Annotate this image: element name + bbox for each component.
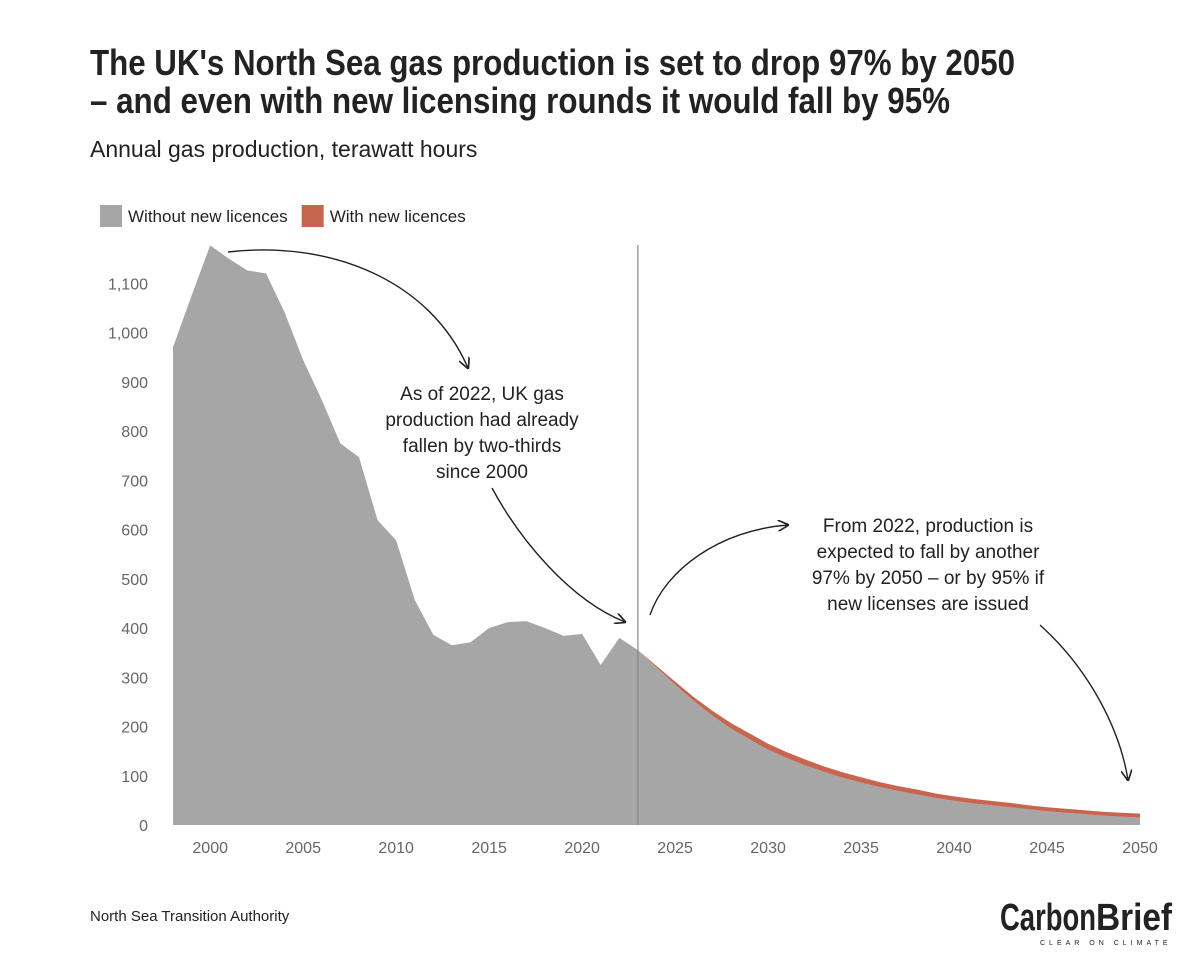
source: North Sea Transition Authority (90, 908, 290, 925)
y-tick-label: 1,000 (108, 326, 148, 343)
x-tick-label: 2020 (564, 840, 600, 857)
chart-title: – and even with new licensing rounds it … (90, 80, 950, 121)
y-tick-label: 1,100 (108, 276, 148, 293)
x-tick-label: 2010 (378, 840, 414, 857)
x-tick-label: 2045 (1029, 840, 1065, 857)
x-tick-label: 2025 (657, 840, 693, 857)
plot: 0 100 200 300 400 500 600 700 800 900 1,000 1,100 20… (108, 245, 1158, 857)
arrows (227, 249, 1128, 780)
y-tick-label: 300 (121, 670, 148, 687)
annotation: From 2022, production is (823, 516, 1033, 537)
arrow (649, 525, 788, 616)
arrow (1039, 624, 1128, 780)
y-tick-label: 700 (121, 473, 148, 490)
x-tick-label: 2050 (1122, 840, 1158, 857)
annotation: since 2000 (436, 462, 528, 483)
y-tick-label: 500 (121, 572, 148, 589)
y-tick-label: 200 (121, 720, 148, 737)
x-tick-label: 2040 (936, 840, 972, 857)
logo: Brief (1096, 897, 1172, 939)
arrow (227, 249, 468, 368)
arrow (491, 487, 625, 622)
x-tick-label: 2015 (471, 840, 507, 857)
legend-label: With new licences (330, 207, 466, 226)
logo: Carbon (1000, 897, 1096, 939)
x-tick-label: 2005 (285, 840, 321, 857)
y-tick-label: 900 (121, 375, 148, 392)
annotation: fallen by two-thirds (403, 436, 561, 457)
legend-swatch (100, 205, 122, 227)
x-tick-label: 2000 (192, 840, 228, 857)
y-tick-label: 400 (121, 621, 148, 638)
annotation: new licenses are issued (827, 594, 1029, 615)
y-tick-label: 600 (121, 523, 148, 540)
y-tick-label: 0 (139, 818, 148, 835)
annotation: expected to fall by another (817, 542, 1041, 563)
annotation: production had already (385, 410, 579, 431)
chart-title: The UK's North Sea gas production is set… (90, 42, 1015, 83)
y-tick-label: 800 (121, 424, 148, 441)
chart-subtitle: Annual gas production, terawatt hours (90, 136, 477, 162)
legend-swatch (301, 205, 324, 227)
legend-label: Without new licences (128, 207, 288, 226)
legend: Without new licences With new licences (100, 205, 466, 227)
x-tick-label: 2030 (750, 840, 786, 857)
area (173, 245, 1140, 825)
x-tick-label: 2035 (843, 840, 879, 857)
y-tick-label: 100 (121, 769, 148, 786)
annotation: As of 2022, UK gas (400, 384, 564, 405)
logo-tagline: CLEAR ON CLIMATE (1040, 940, 1172, 947)
annotation: 97% by 2050 – or by 95% if (812, 568, 1045, 589)
